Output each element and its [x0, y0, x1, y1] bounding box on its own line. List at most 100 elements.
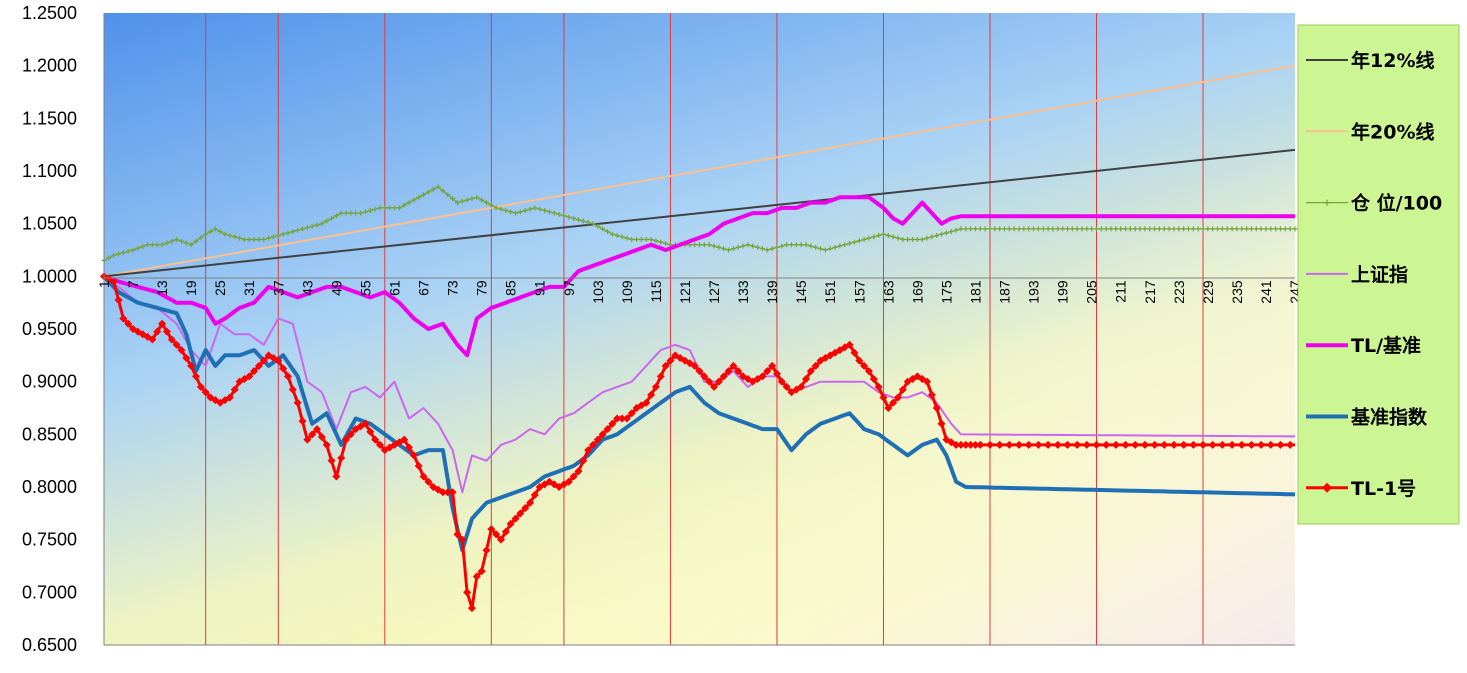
x-tick-label: 31	[241, 280, 257, 296]
series-marker	[1156, 226, 1162, 232]
series-marker	[400, 435, 409, 444]
series-marker	[963, 226, 969, 232]
series-marker	[319, 221, 325, 227]
series-marker	[288, 385, 297, 394]
series-marker	[697, 242, 702, 248]
series-marker	[183, 240, 189, 246]
series-marker	[700, 372, 709, 381]
series-marker	[1277, 226, 1283, 232]
series-marker	[232, 234, 238, 240]
legend-label: TL/基准	[1351, 334, 1421, 357]
series-marker	[250, 367, 259, 376]
series-marker	[929, 234, 935, 240]
series-marker	[927, 390, 936, 399]
series-marker	[438, 488, 447, 497]
series-marker	[130, 247, 136, 253]
legend-label: TL-1号	[1351, 478, 1416, 500]
series-marker	[177, 346, 186, 355]
plot-background-tint	[104, 13, 1295, 645]
series-marker	[1035, 226, 1041, 232]
series-marker	[333, 213, 339, 219]
series-marker	[788, 242, 794, 248]
series-marker	[976, 440, 985, 449]
series-marker	[477, 567, 486, 576]
series-marker	[448, 488, 457, 497]
series-marker	[605, 229, 611, 235]
series-marker	[618, 414, 627, 423]
series-marker	[274, 356, 283, 365]
series-line	[103, 64, 1296, 278]
y-tick-label: 0.7000	[22, 582, 77, 602]
series-marker	[522, 208, 528, 213]
series-marker	[629, 236, 635, 242]
series-marker	[595, 223, 601, 229]
series-marker	[361, 419, 370, 428]
series-marker	[405, 443, 414, 452]
series-marker	[721, 246, 727, 252]
x-tick-label: 235	[1229, 280, 1245, 304]
series-marker	[827, 246, 833, 252]
series-marker	[726, 247, 732, 253]
y-tick-label: 1.2000	[22, 56, 77, 76]
series-marker	[303, 435, 312, 444]
series-marker	[850, 348, 859, 357]
series-marker	[511, 514, 520, 523]
series-marker	[1229, 226, 1235, 232]
series-marker	[574, 467, 583, 476]
x-tick-label: 37	[270, 280, 286, 296]
x-tick-label: 43	[299, 280, 315, 296]
x-tick-label: 1	[96, 280, 112, 288]
y-tick-label: 1.1500	[22, 108, 77, 128]
series-marker	[285, 230, 291, 236]
series-marker	[695, 367, 704, 376]
x-tick-label: 115	[648, 280, 664, 303]
series-marker	[638, 236, 644, 242]
series-marker	[469, 196, 475, 202]
series-marker	[246, 236, 252, 242]
x-tick-label: 67	[416, 280, 432, 296]
series-marker	[467, 604, 476, 613]
series-marker	[280, 231, 286, 237]
series-marker	[1123, 226, 1129, 232]
series-marker	[1276, 440, 1285, 449]
legend-marker	[1324, 199, 1330, 206]
x-tick-label: 193	[1026, 280, 1042, 304]
series-marker	[453, 530, 462, 539]
series-marker	[730, 246, 736, 252]
series-marker	[162, 327, 171, 336]
x-tick-label: 91	[532, 280, 548, 296]
series-marker	[309, 223, 315, 229]
series-marker	[580, 218, 586, 224]
series-marker	[692, 242, 698, 248]
series-marker	[876, 233, 882, 239]
series-marker	[614, 233, 620, 239]
y-tick-label: 1.1000	[22, 161, 77, 181]
series-marker	[464, 197, 470, 203]
series-marker	[884, 404, 893, 412]
series-marker	[266, 235, 272, 241]
series-marker	[254, 361, 263, 370]
series-marker	[1005, 440, 1014, 449]
series-marker	[353, 210, 359, 216]
series-marker	[125, 248, 131, 254]
series-marker	[706, 242, 712, 248]
x-tick-label: 145	[793, 280, 809, 304]
series-marker	[784, 242, 790, 248]
series-marker	[856, 238, 862, 244]
series-marker	[411, 197, 417, 203]
series-marker	[1160, 440, 1169, 449]
series-marker	[851, 239, 857, 245]
x-tick-label: 19	[183, 280, 199, 296]
y-tick-label: 1.0500	[22, 214, 77, 234]
series-marker	[1084, 226, 1090, 232]
series-marker	[798, 242, 804, 248]
series-marker	[874, 382, 883, 391]
series-marker	[443, 488, 452, 497]
series-marker	[774, 244, 780, 250]
series-marker	[348, 210, 354, 216]
series-marker	[793, 242, 799, 248]
series-marker	[1161, 226, 1167, 232]
series-marker	[450, 196, 456, 202]
series-marker	[421, 192, 427, 198]
series-marker	[169, 238, 175, 244]
